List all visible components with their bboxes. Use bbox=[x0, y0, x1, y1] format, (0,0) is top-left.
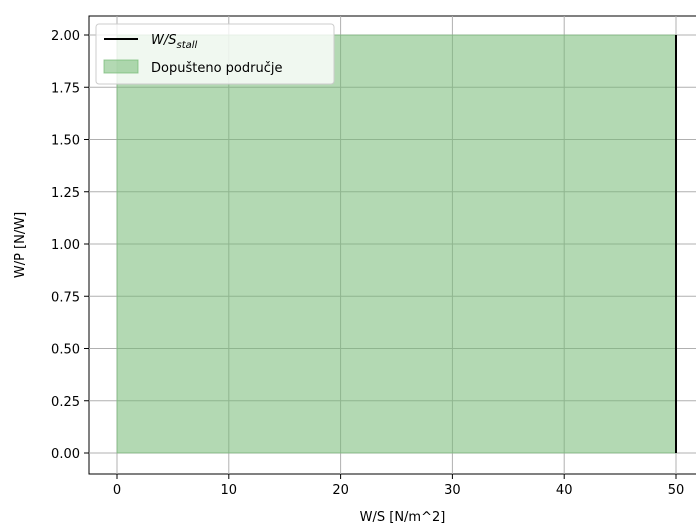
legend-label-region: Dopušteno područje bbox=[151, 61, 282, 76]
x-tick-label: 50 bbox=[668, 483, 685, 498]
y-tick-label: 2.00 bbox=[51, 29, 80, 44]
y-tick-label: 0.00 bbox=[51, 447, 80, 462]
y-tick-label: 0.50 bbox=[51, 343, 80, 358]
axes-frame bbox=[88, 15, 696, 475]
x-tick-label: 40 bbox=[556, 483, 573, 498]
x-tick-label: 30 bbox=[444, 483, 461, 498]
y-tick-label: 1.25 bbox=[51, 186, 80, 201]
y-axis-label: W/P [N/W] bbox=[13, 212, 28, 278]
y-tick-label: 0.75 bbox=[51, 290, 80, 305]
x-axis-label: W/S [N/m^2] bbox=[360, 510, 446, 525]
legend-label-stall: W/Sstall bbox=[151, 33, 198, 51]
legend-box bbox=[95, 23, 335, 85]
y-tick-label: 1.50 bbox=[51, 134, 80, 149]
y-tick-label: 0.25 bbox=[51, 395, 80, 410]
x-axis-ticks: 0 10 20 30 40 50 bbox=[113, 474, 684, 498]
y-axis-ticks: 0.00 0.25 0.50 0.75 1.00 1.25 1.50 1.75 2.00 bbox=[51, 29, 89, 462]
x-tick-label: 0 bbox=[113, 483, 121, 498]
legend-label-subscript: stall bbox=[177, 40, 198, 51]
legend: W/Sstall Dopušteno područje bbox=[95, 23, 335, 85]
x-tick-label: 10 bbox=[221, 483, 238, 498]
y-tick-label: 1.00 bbox=[51, 238, 80, 253]
legend-fill-swatch bbox=[103, 59, 139, 74]
legend-label-main: W/S bbox=[151, 33, 177, 48]
series-layer bbox=[116, 34, 677, 454]
allowed-region-fill bbox=[116, 34, 677, 454]
y-tick-label: 1.75 bbox=[51, 81, 80, 96]
x-tick-label: 20 bbox=[332, 483, 349, 498]
